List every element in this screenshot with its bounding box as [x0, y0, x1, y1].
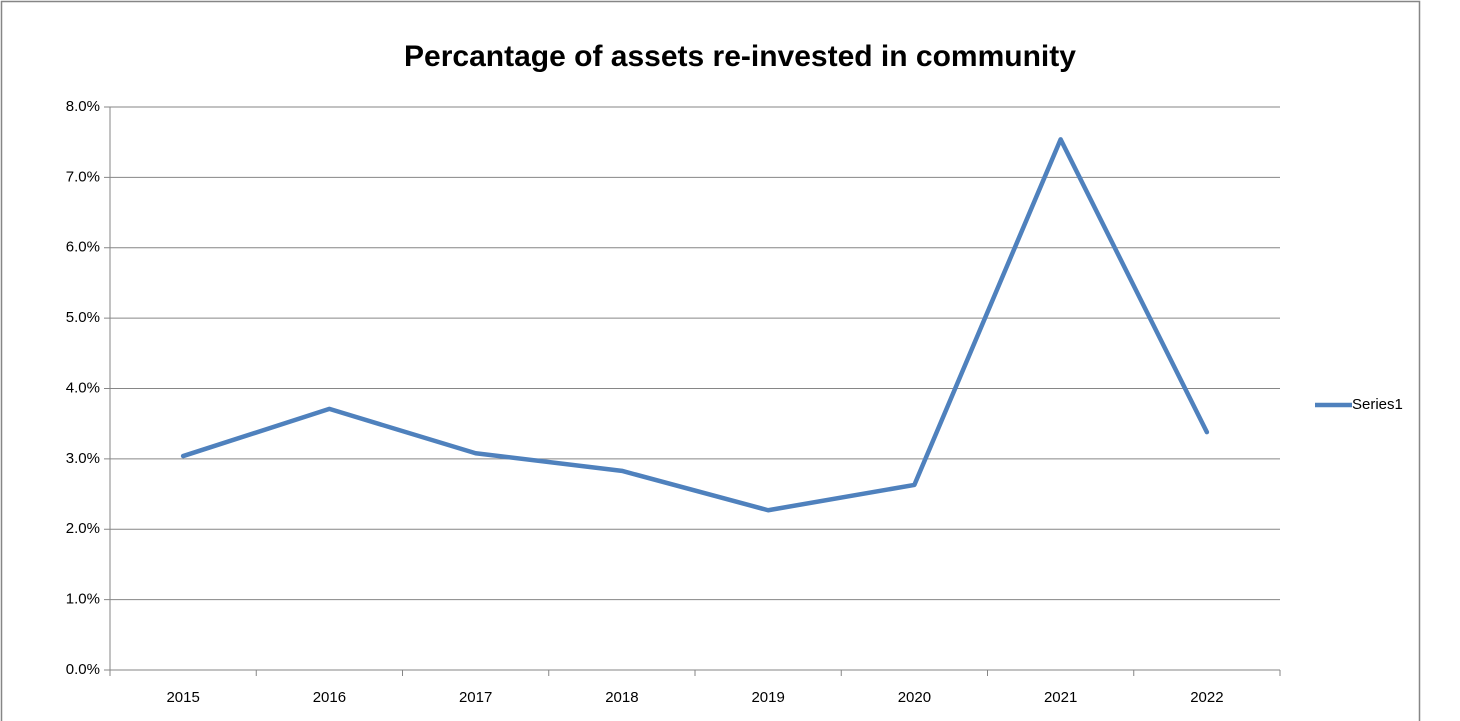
x-tick-label: 2021 [1044, 689, 1077, 706]
y-tick-label: 8.0% [66, 98, 100, 115]
series-line [180, 137, 1210, 513]
x-tick-label: 2015 [166, 689, 199, 706]
legend-label: Series1 [1352, 396, 1403, 413]
y-tick-label: 4.0% [66, 379, 100, 396]
x-tick-label: 2018 [605, 689, 638, 706]
y-tick-label: 5.0% [66, 309, 100, 326]
y-tick-label: 2.0% [66, 520, 100, 537]
y-tick-label: 3.0% [66, 450, 100, 467]
x-tick-label: 2016 [313, 689, 346, 706]
y-tick-label: 0.0% [66, 661, 100, 678]
y-tick-label: 1.0% [66, 591, 100, 608]
x-tick-label: 2020 [898, 689, 931, 706]
x-tick-label: 2019 [751, 689, 784, 706]
x-tick-label: 2017 [459, 689, 492, 706]
chart-title: Percantage of assets re-invested in comm… [404, 40, 1076, 73]
y-tick-label: 6.0% [66, 239, 100, 256]
y-tick-label: 7.0% [66, 168, 100, 185]
x-tick-label: 2022 [1190, 689, 1223, 706]
chart-border [0, 0, 1421, 721]
